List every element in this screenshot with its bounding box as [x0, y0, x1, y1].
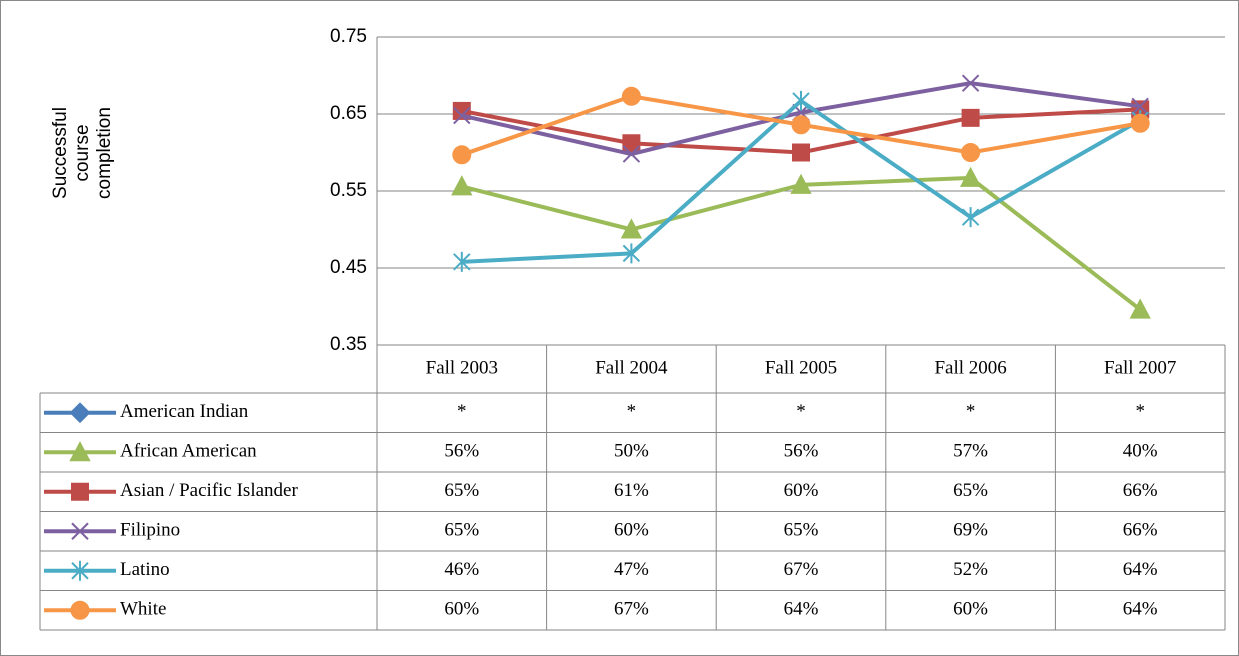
marker	[620, 218, 643, 239]
table-value: 64%	[784, 599, 819, 620]
table-value: 56%	[784, 441, 819, 462]
legend-label: White	[120, 599, 166, 620]
marker	[961, 207, 980, 228]
table-value: 65%	[444, 480, 479, 501]
table-value: 60%	[784, 480, 819, 501]
marker	[791, 115, 811, 135]
marker	[790, 173, 812, 194]
table-value: 69%	[953, 520, 988, 541]
marker	[961, 143, 981, 162]
table-value: 47%	[614, 559, 649, 580]
marker	[621, 86, 641, 106]
x-tick-label: Fall 2005	[765, 357, 837, 378]
marker	[961, 74, 980, 92]
table-value: 64%	[1123, 599, 1158, 620]
marker	[69, 402, 91, 424]
marker	[622, 134, 641, 153]
table-value: 60%	[614, 520, 649, 541]
table-value: 61%	[614, 480, 649, 501]
table-value: 60%	[953, 599, 988, 620]
table-value: 60%	[444, 599, 479, 620]
marker	[961, 108, 980, 127]
table-value: 66%	[1123, 480, 1158, 501]
marker	[453, 106, 471, 125]
marker	[69, 441, 91, 462]
marker	[71, 560, 89, 581]
marker	[622, 243, 641, 264]
marker	[71, 482, 89, 501]
marker	[70, 600, 90, 620]
marker	[1131, 97, 1149, 116]
marker	[959, 166, 982, 187]
table-value: *	[796, 401, 806, 422]
y-tick-label: 0.65	[330, 103, 367, 124]
x-tick-label: Fall 2004	[595, 357, 668, 378]
marker	[453, 251, 471, 272]
x-tick-label: Fall 2003	[426, 357, 498, 378]
legend-label: African American	[120, 441, 257, 462]
table-value: 65%	[953, 480, 988, 501]
table-value: 65%	[444, 520, 479, 541]
legend-label: American Indian	[120, 401, 249, 422]
table-value: 67%	[614, 599, 649, 620]
table-value: *	[627, 401, 637, 422]
table-value: 52%	[953, 559, 988, 580]
legend-label: Latino	[120, 559, 170, 580]
x-tick-label: Fall 2007	[1104, 357, 1176, 378]
marker	[1129, 298, 1151, 319]
marker	[622, 145, 641, 163]
table-value: 67%	[784, 559, 819, 580]
legend-label: Filipino	[120, 520, 180, 541]
y-tick-label: 0.75	[330, 26, 367, 47]
marker	[451, 175, 473, 196]
marker	[792, 143, 810, 162]
table-value: 65%	[784, 520, 819, 541]
marker	[1130, 113, 1150, 133]
marker	[452, 145, 472, 165]
y-tick-label: 0.55	[330, 180, 367, 201]
y-tick-label: 0.35	[330, 334, 367, 355]
table-value: *	[1135, 401, 1145, 422]
table-value: *	[966, 401, 976, 422]
table-value: 56%	[444, 441, 479, 462]
table-value: 64%	[1123, 559, 1158, 580]
table-value: 57%	[953, 441, 988, 462]
table-value: 40%	[1123, 441, 1158, 462]
marker	[792, 90, 810, 111]
x-tick-label: Fall 2006	[934, 357, 1006, 378]
legend-label: Asian / Pacific Islander	[120, 480, 298, 501]
y-axis-label: Successful course completion	[50, 107, 115, 199]
table-value: 66%	[1123, 520, 1158, 541]
table-value: 46%	[444, 559, 479, 580]
table-value: *	[457, 401, 467, 422]
y-tick-label: 0.45	[330, 257, 367, 278]
marker	[71, 522, 89, 540]
table-value: 50%	[614, 441, 649, 462]
